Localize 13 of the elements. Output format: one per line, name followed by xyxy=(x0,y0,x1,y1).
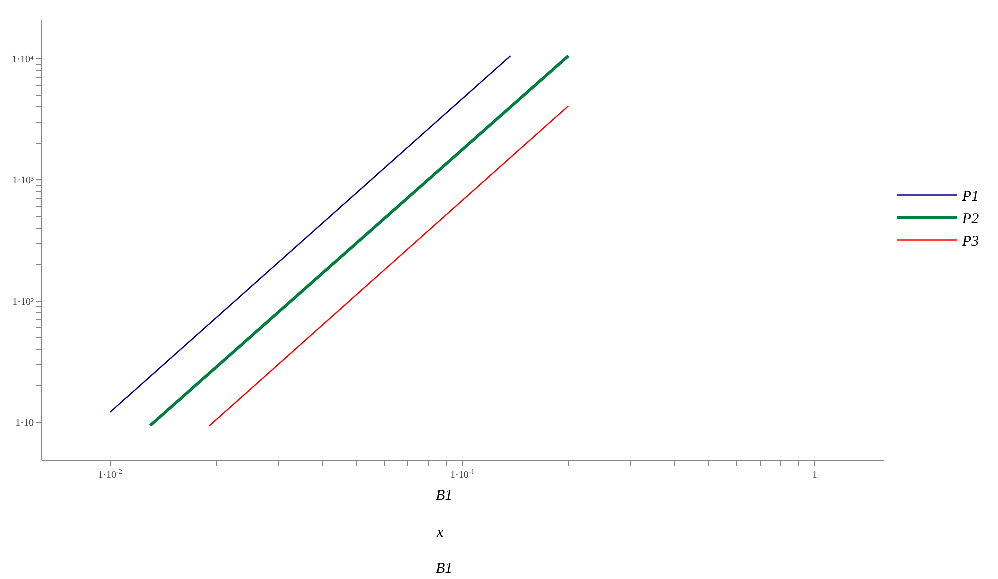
y-tick-label: 1·10⁴ xyxy=(12,54,34,66)
x-tick-label: 1 xyxy=(812,470,818,481)
legend-label: P1 xyxy=(961,189,980,206)
text: x xyxy=(436,525,444,541)
text: B1 xyxy=(436,488,453,504)
y-tick-label: 1·10 xyxy=(16,418,34,429)
x-tick-label: 1·10$^{-1}$ xyxy=(450,468,476,481)
x-tick-label: 1·10$^{-2}$ xyxy=(98,468,123,481)
text: B1 xyxy=(436,561,453,577)
y-tick-label: 1·10³ xyxy=(12,176,34,187)
y-tick-label: 1·10² xyxy=(12,296,34,308)
legend-label: P3 xyxy=(961,234,980,250)
legend-label: P2 xyxy=(961,212,980,228)
